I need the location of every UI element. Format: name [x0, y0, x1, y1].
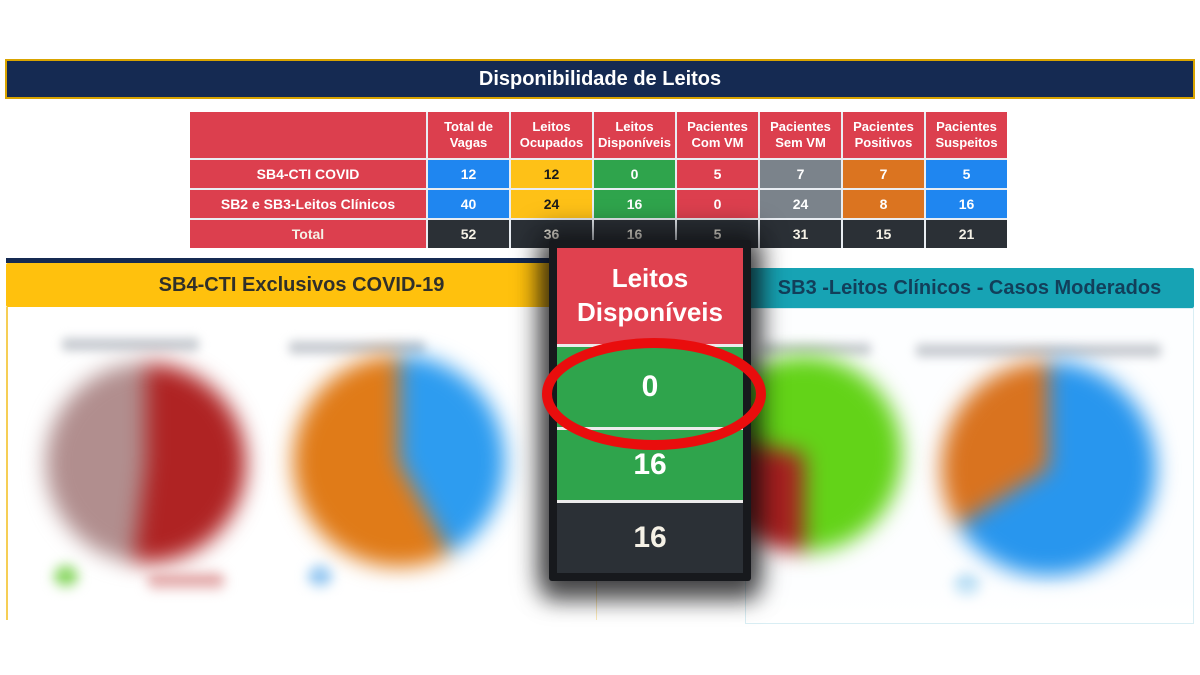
- blurred-chart-title: [916, 344, 1161, 357]
- bottom-fade: [8, 578, 596, 620]
- table-cell: 5: [926, 160, 1007, 188]
- table-cell: 15: [843, 220, 924, 248]
- section-title-sb3: SB3 -Leitos Clínicos - Casos Moderados: [745, 268, 1194, 308]
- callout-value-total: 16: [557, 503, 743, 573]
- section-sb3-clinicos: SB3 -Leitos Clínicos - Casos Moderados: [745, 268, 1194, 624]
- table-cell: 8: [843, 190, 924, 218]
- table-cell: 31: [760, 220, 841, 248]
- section-title-text: SB3 -Leitos Clínicos - Casos Moderados: [777, 276, 1162, 299]
- pie-chart-blurred: [293, 355, 505, 567]
- col-header-ocupados: Leitos Ocupados: [511, 112, 592, 158]
- callout-header: Leitos Disponíveis: [557, 248, 743, 344]
- callout-value-sb4: 0: [557, 347, 743, 427]
- table-cell: 12: [511, 160, 592, 188]
- table-cell: 5: [677, 160, 758, 188]
- row-label-sb2-sb3: SB2 e SB3-Leitos Clínicos: [190, 190, 426, 218]
- section-body-sb3: [745, 308, 1194, 624]
- col-header-com-vm: Pacientes Com VM: [677, 112, 758, 158]
- table-cell: 21: [926, 220, 1007, 248]
- blurred-chart-title: [62, 338, 199, 351]
- pie-chart-blurred: [46, 363, 246, 563]
- pie-chart-blurred: [941, 361, 1156, 576]
- magnified-column-callout: Leitos Disponíveis 0 16 16: [549, 240, 751, 581]
- col-header-total-vagas: Total de Vagas: [428, 112, 509, 158]
- table-cell: 7: [760, 160, 841, 188]
- table-cell: 40: [428, 190, 509, 218]
- table-cell: 0: [594, 160, 675, 188]
- table-corner-cell: [190, 112, 426, 158]
- bottom-fade: [746, 581, 1193, 623]
- section-top-strip: [6, 258, 597, 263]
- col-header-positivos: Pacientes Positivos: [843, 112, 924, 158]
- table-cell: 52: [428, 220, 509, 248]
- table-cell: 24: [511, 190, 592, 218]
- table-cell: 16: [926, 190, 1007, 218]
- row-label-sb4: SB4-CTI COVID: [190, 160, 426, 188]
- beds-table: Total de Vagas Leitos Ocupados Leitos Di…: [190, 112, 1007, 248]
- table-cell: 16: [594, 190, 675, 218]
- page-title: Disponibilidade de Leitos: [478, 67, 722, 90]
- callout-value-sb2sb3: 16: [557, 430, 743, 500]
- table-cell: 0: [677, 190, 758, 218]
- callout-header-text: Leitos Disponíveis: [577, 263, 723, 327]
- col-header-sem-vm: Pacientes Sem VM: [760, 112, 841, 158]
- col-header-suspeitos: Pacientes Suspeitos: [926, 112, 1007, 158]
- blurred-chart-title: [761, 343, 871, 355]
- pie-chart-blurred: [746, 356, 902, 552]
- row-label-total: Total: [190, 220, 426, 248]
- section-title-sb4: SB4-CTI Exclusivos COVID-19: [6, 263, 597, 307]
- section-sb4-covid: SB4-CTI Exclusivos COVID-19: [6, 258, 597, 620]
- table-cell: 12: [428, 160, 509, 188]
- blurred-chart-title: [289, 341, 425, 354]
- table-cell: 7: [843, 160, 924, 188]
- col-header-disponiveis: Leitos Disponíveis: [594, 112, 675, 158]
- page-title-banner: Disponibilidade de Leitos: [5, 59, 1195, 99]
- table-cell: 24: [760, 190, 841, 218]
- section-title-text: SB4-CTI Exclusivos COVID-19: [158, 273, 445, 296]
- section-body-sb4: [6, 307, 597, 620]
